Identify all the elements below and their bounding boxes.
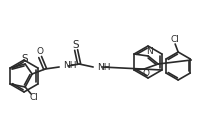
Text: Cl: Cl [171, 35, 180, 44]
Text: O: O [143, 70, 150, 78]
Text: NH: NH [97, 62, 111, 71]
Text: S: S [22, 54, 28, 64]
Text: S: S [73, 40, 80, 50]
Text: N: N [146, 46, 152, 56]
Text: O: O [37, 47, 44, 56]
Text: NH: NH [63, 61, 77, 71]
Text: Cl: Cl [30, 92, 39, 102]
